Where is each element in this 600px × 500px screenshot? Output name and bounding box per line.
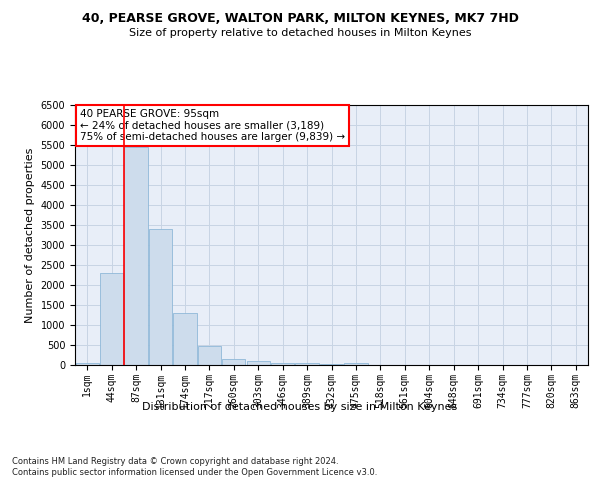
Text: 40, PEARSE GROVE, WALTON PARK, MILTON KEYNES, MK7 7HD: 40, PEARSE GROVE, WALTON PARK, MILTON KE… xyxy=(82,12,518,26)
Bar xyxy=(295,364,319,365)
Bar xyxy=(320,364,343,365)
Bar xyxy=(247,362,270,365)
Bar xyxy=(222,358,245,365)
Bar xyxy=(124,147,148,365)
Bar xyxy=(100,273,123,365)
Bar xyxy=(198,346,221,365)
Text: Contains HM Land Registry data © Crown copyright and database right 2024.
Contai: Contains HM Land Registry data © Crown c… xyxy=(12,458,377,477)
Bar xyxy=(76,362,99,365)
Bar xyxy=(271,362,294,365)
Bar xyxy=(149,229,172,365)
Text: Size of property relative to detached houses in Milton Keynes: Size of property relative to detached ho… xyxy=(129,28,471,38)
Text: 40 PEARSE GROVE: 95sqm
← 24% of detached houses are smaller (3,189)
75% of semi-: 40 PEARSE GROVE: 95sqm ← 24% of detached… xyxy=(80,109,345,142)
Text: Distribution of detached houses by size in Milton Keynes: Distribution of detached houses by size … xyxy=(142,402,458,412)
Y-axis label: Number of detached properties: Number of detached properties xyxy=(25,148,35,322)
Bar xyxy=(173,313,197,365)
Bar xyxy=(344,362,368,365)
